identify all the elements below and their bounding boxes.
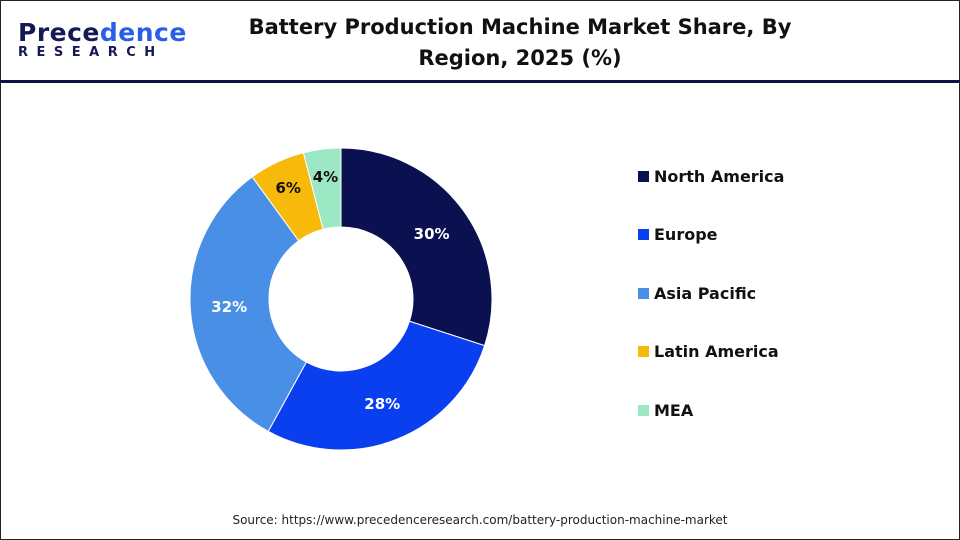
slice-mea xyxy=(302,147,342,230)
legend-item: MEA xyxy=(638,400,784,420)
legend-item: Latin America xyxy=(638,342,784,362)
legend-swatch xyxy=(638,346,649,357)
legend-label: Asia Pacific xyxy=(654,283,757,303)
data-label: 6% xyxy=(275,179,300,197)
legend-swatch xyxy=(638,170,649,182)
precedence-research-logo: Precedence RESEARCH xyxy=(18,18,187,60)
slice-europe xyxy=(267,320,486,451)
slice-north-america xyxy=(340,147,493,347)
legend-item: Europe xyxy=(638,225,784,245)
source-note: Source: https://www.precedenceresearch.c… xyxy=(232,513,728,527)
data-label: 30% xyxy=(414,225,450,243)
data-label: 32% xyxy=(211,298,247,316)
data-label: 28% xyxy=(364,395,400,413)
legend: North America Europe Asia Pacific Latin Ame… xyxy=(638,166,784,459)
legend-swatch xyxy=(638,229,649,240)
legend-swatch xyxy=(638,404,649,416)
legend-label: Latin America xyxy=(654,342,779,361)
legend-label: North America xyxy=(654,166,785,186)
legend-item: North America xyxy=(638,166,784,186)
legend-item: Asia Pacific xyxy=(638,283,784,303)
slice-asia-pacific xyxy=(189,176,307,433)
header: Precedence RESEARCH Battery Production M… xyxy=(0,0,960,83)
legend-swatch xyxy=(638,287,649,299)
legend-label: Europe xyxy=(654,225,718,244)
data-label: 4% xyxy=(313,168,338,186)
chart-title: Battery Production Machine Market Share,… xyxy=(248,15,792,70)
legend-label: MEA xyxy=(654,400,694,420)
